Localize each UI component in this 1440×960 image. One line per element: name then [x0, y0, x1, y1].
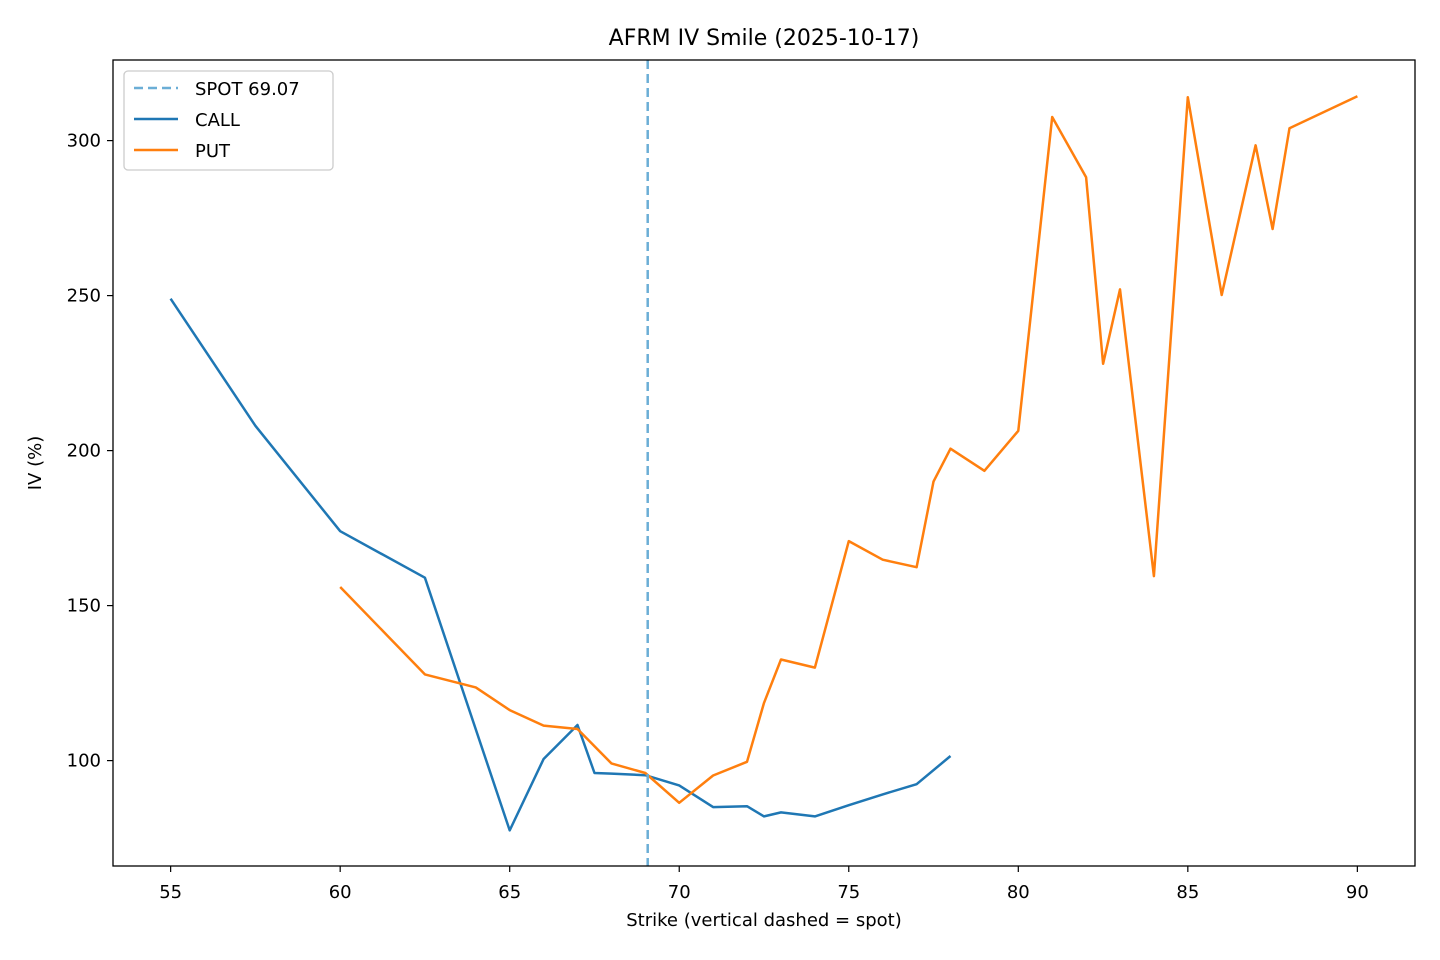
x-tick-label: 80	[1007, 882, 1030, 903]
x-axis-ticks: 55 60 65 70 75 80 85 90	[159, 866, 1369, 903]
chart-title: AFRM IV Smile (2025-10-17)	[609, 26, 920, 51]
y-tick-label: 300	[67, 131, 101, 152]
legend-call-label: CALL	[195, 110, 240, 131]
x-tick-label: 85	[1176, 882, 1199, 903]
y-tick-label: 150	[67, 596, 101, 617]
x-tick-label: 90	[1346, 882, 1369, 903]
series-line-call	[169, 298, 952, 832]
legend-box	[123, 70, 334, 171]
x-tick-label: 55	[159, 882, 182, 903]
x-tick-label: 75	[837, 882, 860, 903]
legend: SPOT 69.07 CALL PUT	[123, 70, 334, 171]
series-line-put	[339, 95, 1358, 805]
plot-frame	[112, 59, 1416, 867]
y-tick-label: 200	[67, 441, 101, 462]
y-axis-ticks: 100 150 200 250 300	[67, 131, 113, 772]
y-tick-label: 100	[67, 751, 101, 772]
x-tick-label: 65	[498, 882, 521, 903]
x-tick-label: 60	[329, 882, 352, 903]
x-axis-title: Strike (vertical dashed = spot)	[626, 910, 901, 931]
y-axis-title: IV (%)	[25, 436, 46, 491]
legend-put-label: PUT	[195, 141, 231, 162]
legend-spot-label: SPOT 69.07	[195, 79, 300, 100]
y-tick-label: 250	[67, 286, 101, 307]
series-layer	[169, 60, 1358, 866]
x-tick-label: 70	[668, 882, 691, 903]
